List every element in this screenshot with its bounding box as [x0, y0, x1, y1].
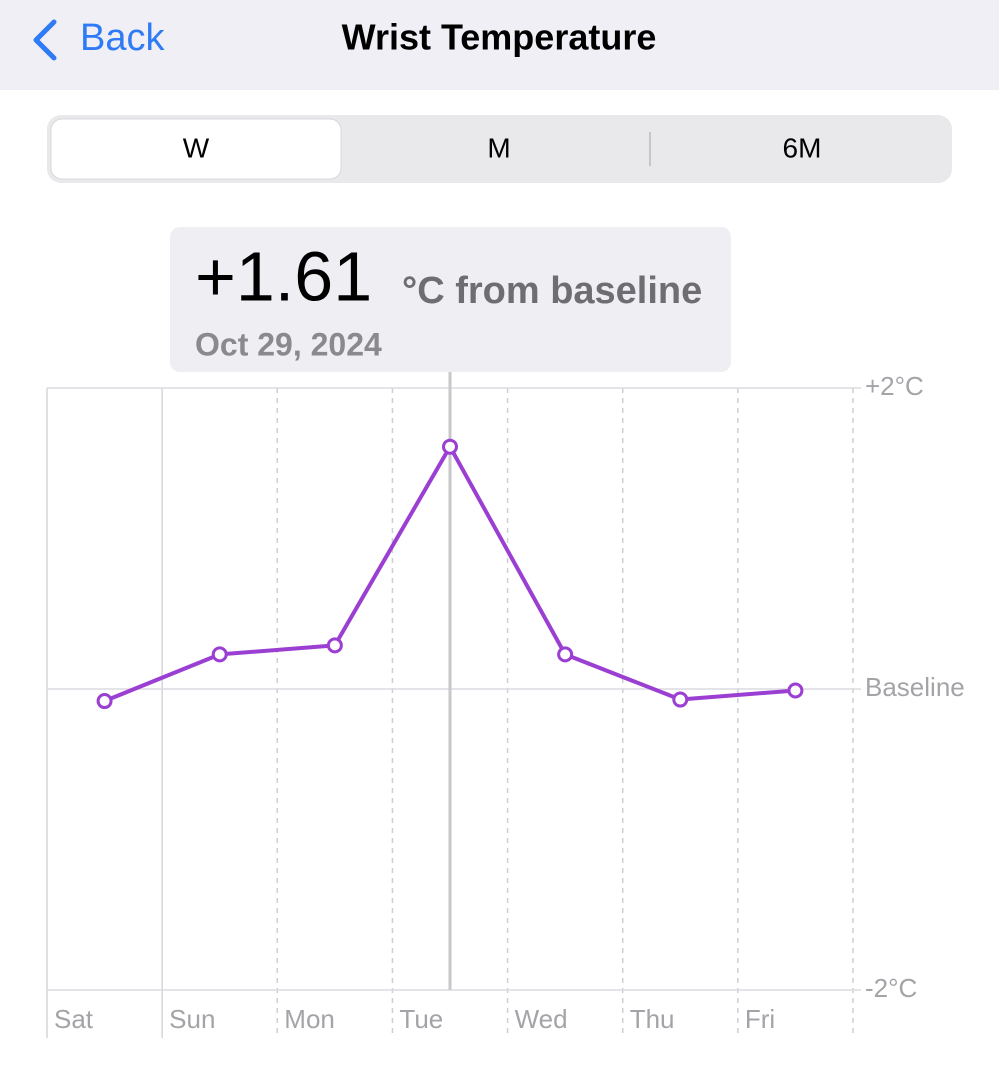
y-tick-label: +2°C: [865, 371, 924, 401]
data-point: [211, 646, 228, 663]
x-tick-label: Tue: [399, 1004, 443, 1034]
tooltip-value: +1.61: [195, 237, 372, 315]
back-chevron[interactable]: [33, 19, 57, 61]
data-point: [326, 637, 343, 654]
x-tick-label: Thu: [630, 1004, 675, 1034]
y-tick-label: Baseline: [865, 672, 965, 702]
segment-label[interactable]: M: [487, 132, 510, 163]
y-tick-label: -2°C: [865, 973, 917, 1003]
data-point: [96, 693, 113, 710]
data-point: [787, 682, 804, 699]
tooltip: [170, 227, 731, 372]
data-point: [557, 646, 574, 663]
x-tick-label: Sat: [54, 1004, 94, 1034]
segment-label[interactable]: W: [183, 132, 210, 163]
back-button[interactable]: Back: [80, 17, 165, 59]
segment-selected[interactable]: [50, 118, 342, 180]
chart: +2°C Baseline -2°C Sat Sun Mon Tue Wed Thu Fri: [46, 371, 965, 1038]
x-tick-label: Wed: [515, 1004, 568, 1034]
nav-bar: [0, 0, 999, 90]
segment-label[interactable]: 6M: [783, 132, 822, 163]
tooltip-date: Oct 29, 2024: [195, 326, 382, 362]
segmented-control: W M 6M: [47, 115, 952, 183]
data-point: [442, 438, 458, 455]
data-point: [672, 691, 689, 708]
tooltip-unit: °C from baseline: [402, 270, 702, 312]
x-tick-label: Sun: [169, 1004, 215, 1034]
x-tick-label: Fri: [745, 1004, 775, 1034]
x-tick-label: Mon: [284, 1004, 335, 1034]
nav-title: Wrist Temperature: [342, 17, 657, 58]
